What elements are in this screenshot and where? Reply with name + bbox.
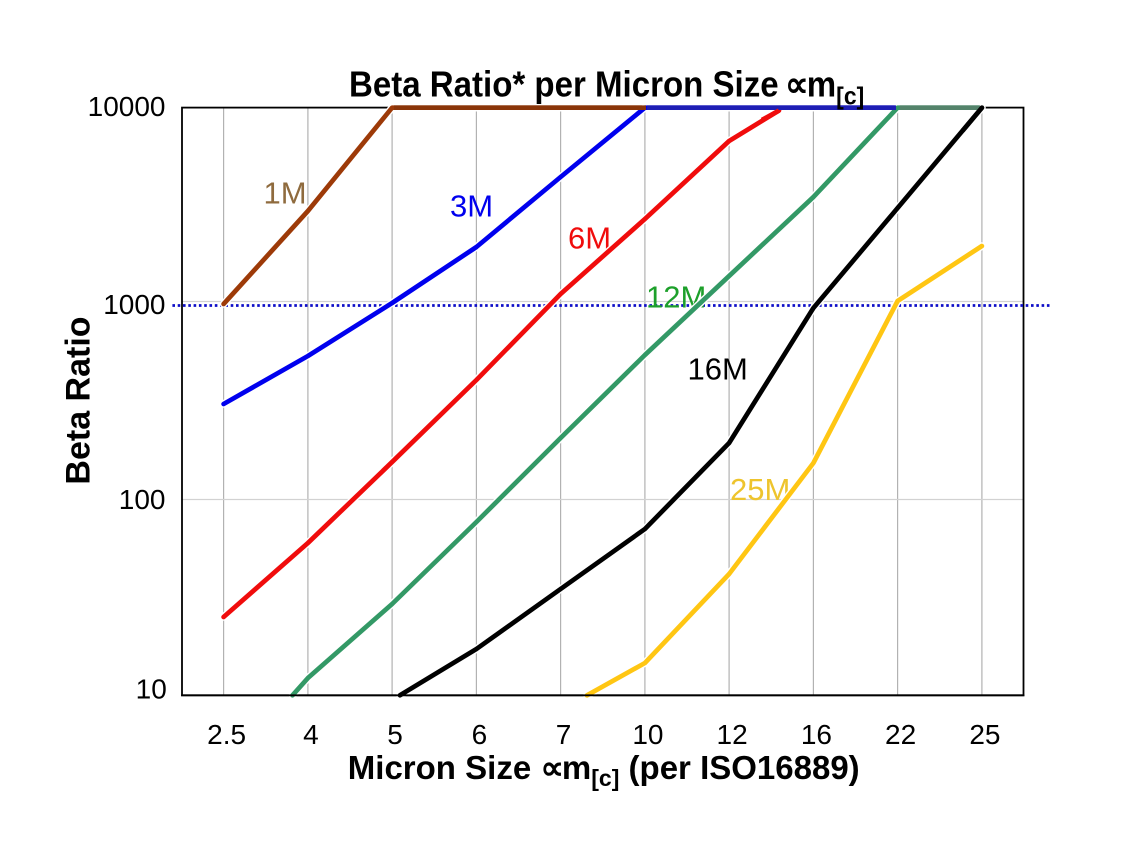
svg-text:2.5: 2.5 xyxy=(207,719,246,750)
svg-text:5: 5 xyxy=(387,719,403,750)
svg-text:22: 22 xyxy=(885,719,916,750)
svg-text:1000: 1000 xyxy=(103,289,165,320)
svg-text:10: 10 xyxy=(632,719,663,750)
svg-text:4: 4 xyxy=(303,719,319,750)
svg-text:Beta Ratio: Beta Ratio xyxy=(60,316,98,484)
svg-text:100: 100 xyxy=(119,484,166,515)
svg-text:3M: 3M xyxy=(450,189,493,224)
svg-text:1M: 1M xyxy=(264,176,307,211)
svg-text:16M: 16M xyxy=(688,352,748,387)
svg-text:Beta Ratio* per Micron Size ∝m: Beta Ratio* per Micron Size ∝m[c] xyxy=(349,65,864,111)
svg-text:6M: 6M xyxy=(568,221,611,256)
svg-text:16: 16 xyxy=(801,719,832,750)
svg-text:10000: 10000 xyxy=(88,91,166,122)
svg-text:10: 10 xyxy=(136,674,167,705)
svg-text:12: 12 xyxy=(717,719,748,750)
svg-text:25: 25 xyxy=(969,719,1000,750)
svg-text:7: 7 xyxy=(556,719,572,750)
svg-text:6: 6 xyxy=(472,719,488,750)
